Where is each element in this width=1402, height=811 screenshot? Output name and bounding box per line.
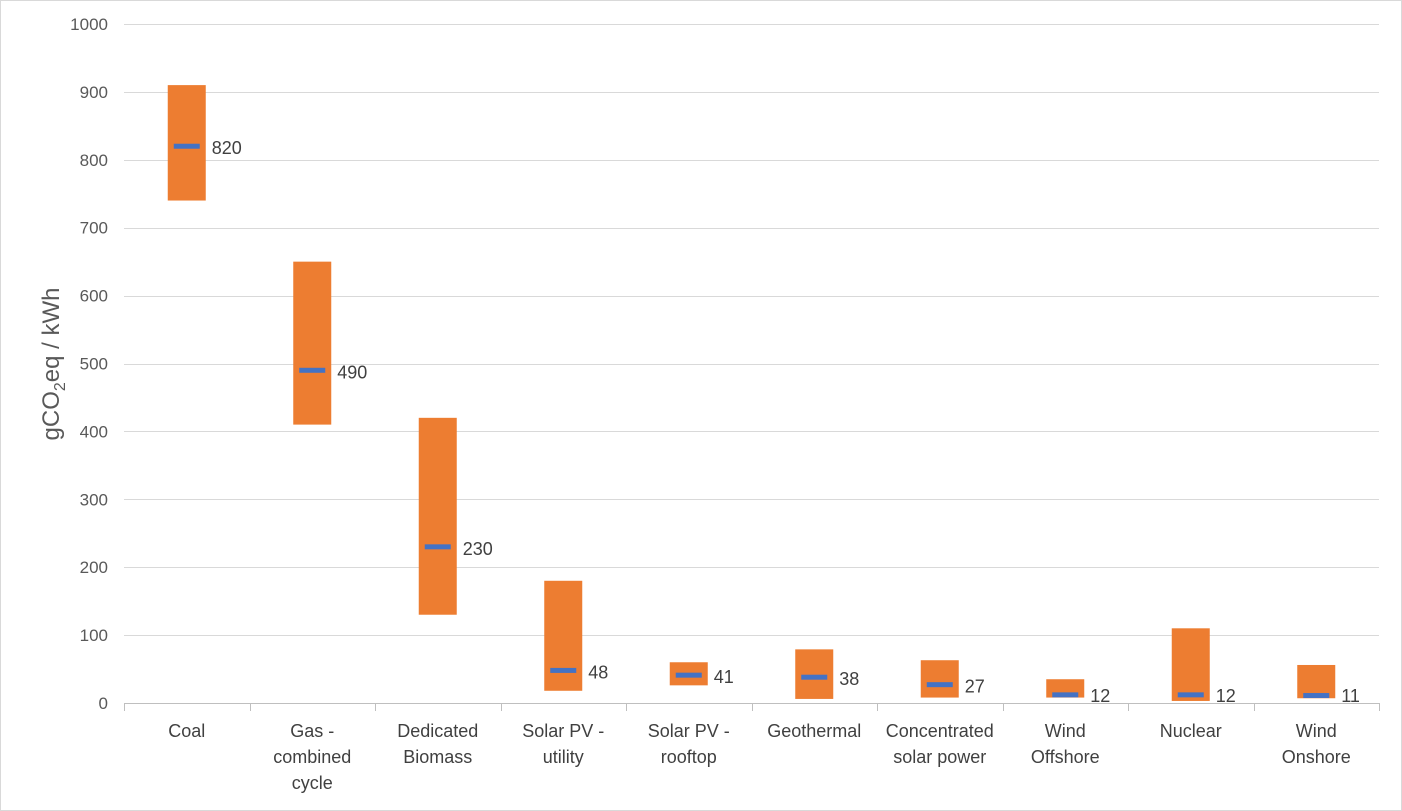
category-label-line: utility [543, 747, 584, 767]
y-tick-label: 400 [80, 422, 108, 441]
range-bar [293, 261, 332, 425]
data-label: 11 [1341, 686, 1360, 706]
category-label-line: Dedicated [397, 721, 478, 741]
y-tick-label: 700 [80, 219, 108, 238]
category-label: Nuclear [1160, 721, 1222, 741]
median-marker [1303, 693, 1330, 699]
range-bars [167, 85, 1336, 701]
y-axis-title: gCO2eq / kWh [38, 288, 69, 441]
median-marker [801, 674, 828, 680]
category-label: Dedicated Biomass [397, 721, 478, 767]
range-bar [544, 580, 583, 691]
category-label-line: rooftop [661, 747, 717, 767]
median-marker [299, 367, 326, 373]
y-tick-label: 200 [80, 558, 108, 577]
category-label: Coal [168, 721, 205, 741]
data-label: 48 [588, 662, 608, 682]
data-labels: 820 490 230 48 41 38 27 12 12 11 [212, 138, 1360, 706]
category-label-line: solar power [893, 747, 986, 767]
data-label: 41 [714, 667, 734, 687]
category-label-line: Solar PV - [648, 721, 730, 741]
y-tick-label: 1000 [70, 15, 108, 34]
median-markers [173, 143, 1330, 699]
y-tick-label: 600 [80, 287, 108, 306]
median-marker [926, 682, 953, 688]
category-label: Geothermal [767, 721, 861, 741]
median-marker [1052, 692, 1079, 698]
category-label-line: Wind [1045, 721, 1086, 741]
category-label: Concentrated solar power [886, 721, 994, 767]
data-label: 490 [337, 362, 367, 382]
category-label-line: Gas - [290, 721, 334, 741]
gridlines [124, 24, 1380, 711]
category-label: Wind Offshore [1031, 721, 1100, 767]
y-axis-title-main: gCO [38, 391, 65, 440]
median-marker [1177, 692, 1204, 698]
category-label: Gas - combined cycle [273, 721, 351, 793]
data-label: 12 [1216, 686, 1236, 706]
y-axis-ticks: 0 100 200 300 400 500 600 700 800 900 1000 [70, 15, 108, 713]
category-label: Wind Onshore [1282, 721, 1351, 767]
y-axis-title-rest: eq / kWh [38, 288, 65, 383]
range-bar [795, 649, 834, 699]
data-label: 38 [839, 669, 859, 689]
y-tick-label: 500 [80, 355, 108, 374]
y-tick-label: 300 [80, 490, 108, 509]
y-tick-label: 900 [80, 83, 108, 102]
category-label-line: Geothermal [767, 721, 861, 741]
category-label-line: Wind [1296, 721, 1337, 741]
category-label-line: Concentrated [886, 721, 994, 741]
category-label-line: Nuclear [1160, 721, 1222, 741]
data-label: 27 [965, 677, 985, 697]
category-label-line: cycle [292, 773, 333, 793]
data-label: 12 [1090, 686, 1110, 706]
category-label-line: Offshore [1031, 747, 1100, 767]
range-bar [418, 417, 457, 615]
category-label-line: Onshore [1282, 747, 1351, 767]
range-bar [1297, 664, 1336, 699]
category-label-line: Solar PV - [522, 721, 604, 741]
median-marker [173, 143, 200, 149]
range-bar [920, 660, 959, 698]
y-tick-label: 800 [80, 151, 108, 170]
data-label: 230 [463, 539, 493, 559]
median-marker [675, 672, 702, 678]
median-marker [424, 544, 451, 550]
range-bar [1171, 628, 1210, 701]
y-tick-label: 0 [99, 694, 108, 713]
category-label-line: combined [273, 747, 351, 767]
range-bar [167, 85, 206, 201]
category-label: Solar PV - rooftop [648, 721, 730, 767]
category-labels: Coal Gas - combined cycle Dedicated Biomass So… [168, 721, 1351, 793]
category-label: Solar PV - utility [522, 721, 604, 767]
data-label: 820 [212, 138, 242, 158]
y-tick-label: 100 [80, 626, 108, 645]
category-label-line: Coal [168, 721, 205, 741]
category-label-line: Biomass [403, 747, 472, 767]
median-marker [550, 667, 577, 673]
y-axis-title-subscript: 2 [52, 382, 69, 391]
